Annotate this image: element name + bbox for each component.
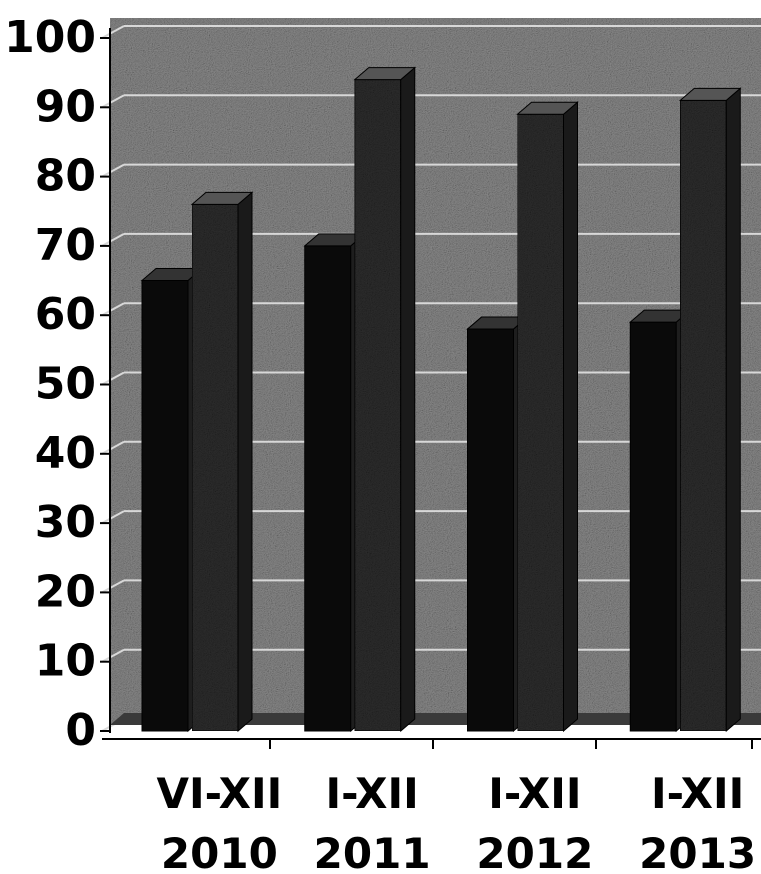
gridline-depth — [101, 440, 125, 455]
y-tick-label: 10 — [35, 636, 96, 687]
bars — [110, 66, 761, 733]
bar-side — [725, 87, 741, 733]
bar-front — [141, 280, 189, 732]
gridline-depth — [101, 233, 125, 247]
bar-front — [191, 203, 239, 732]
x-tick-label: 2010 — [161, 829, 278, 874]
y-tick-label: 70 — [35, 220, 96, 271]
x-tick-label: 2013 — [639, 829, 756, 874]
y-tick-label: 20 — [35, 566, 96, 617]
x-axis: VI-XII 2010 I-XII 2011 I-XII 2012 I-XII 2013 — [102, 738, 761, 874]
bar-top — [516, 101, 579, 115]
bar-top — [190, 191, 254, 205]
y-tick-label: 100 — [4, 12, 96, 63]
bar-top — [353, 67, 417, 81]
bar-1-1 — [353, 66, 417, 733]
bar-side — [563, 101, 578, 733]
bar-side — [400, 66, 416, 733]
gridline-depth — [101, 94, 125, 109]
y-tick-label: 30 — [35, 497, 96, 548]
gridline-depth — [101, 371, 125, 386]
x-tick-label: VI-XII — [156, 769, 282, 818]
gridline-depth — [101, 648, 125, 663]
bar-2-1 — [516, 101, 579, 733]
x-tick-label: I-XII — [325, 769, 418, 818]
y-axis: 0 10 20 30 40 50 60 70 80 90 100 — [4, 12, 111, 756]
bar-3-1 — [678, 87, 742, 733]
chart-floor — [110, 713, 761, 725]
x-tick-label: I-XII — [651, 769, 744, 818]
y-tick-label: 80 — [35, 151, 96, 202]
bar-top — [678, 87, 742, 101]
bar-front — [517, 113, 564, 732]
y-tick-label: 40 — [35, 428, 96, 479]
bar-front — [467, 328, 514, 732]
gridline-depth — [101, 302, 125, 317]
bar-front — [629, 321, 677, 732]
y-tick-label: 50 — [35, 359, 96, 410]
y-tick-label: 0 — [65, 705, 96, 756]
x-tick-label: I-XII — [488, 769, 581, 818]
gridline-depth — [101, 163, 125, 178]
gridline-depth — [101, 510, 125, 524]
bar-0-1 — [190, 191, 254, 733]
y-tick-label: 60 — [35, 289, 96, 340]
y-tick-label: 90 — [35, 81, 96, 132]
x-tick-label: 2011 — [314, 829, 431, 874]
bar-side — [237, 191, 253, 733]
gridline-depth — [101, 25, 125, 39]
bar-front — [679, 99, 727, 732]
bar-front — [354, 79, 402, 732]
bar-front — [304, 245, 352, 732]
gridline-depth — [101, 579, 125, 594]
x-tick-label: 2012 — [476, 829, 593, 874]
